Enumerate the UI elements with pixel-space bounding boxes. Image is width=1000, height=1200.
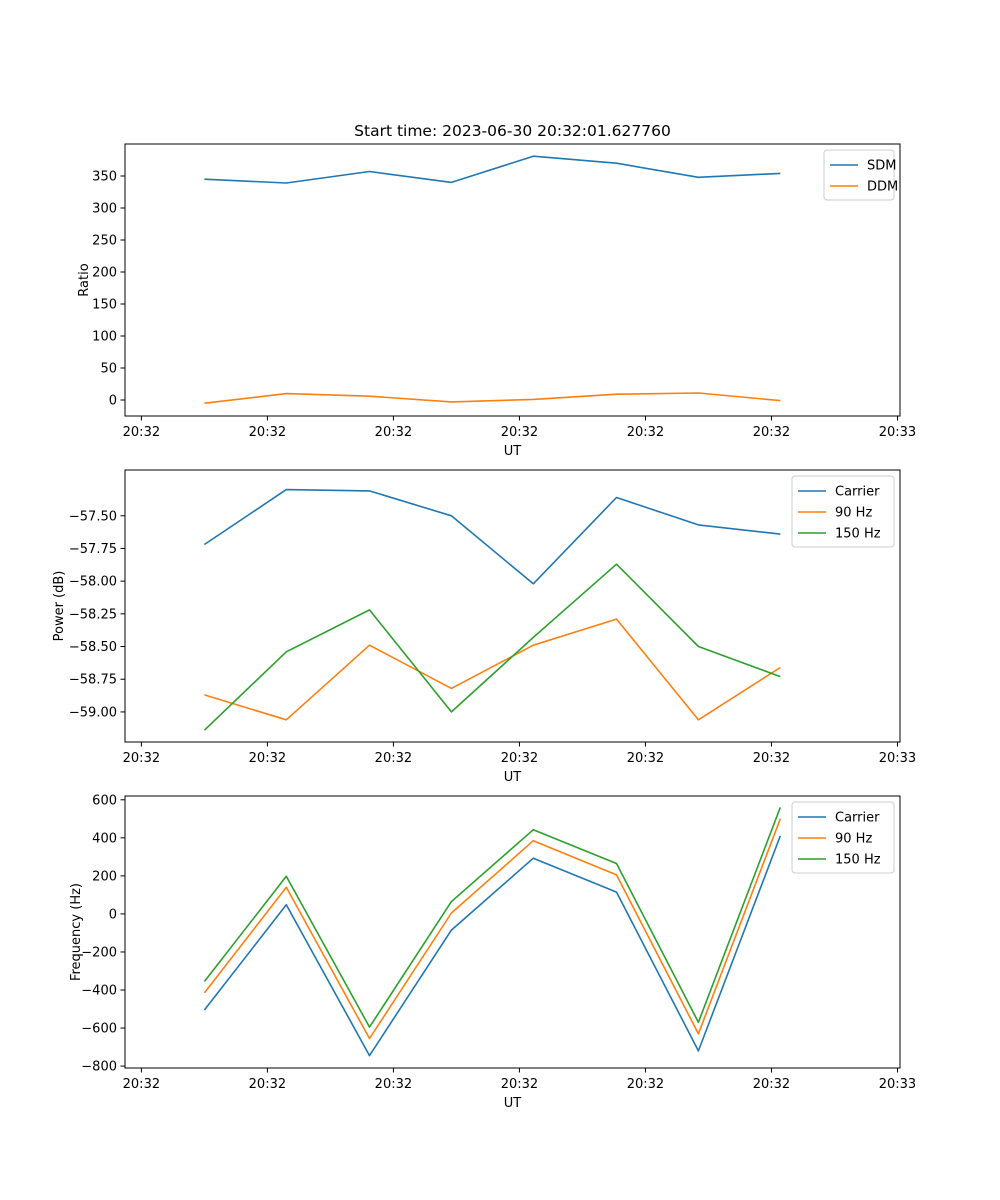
legend-item-label: DDM (867, 180, 898, 195)
y-tick-label: 200 (92, 869, 117, 884)
legend (791, 801, 895, 874)
x-tick-label: 20:32 (753, 425, 790, 440)
x-tick-label: 20:33 (879, 751, 916, 766)
series-line-2-3 (203, 563, 781, 731)
x-tick-label: 20:32 (627, 751, 664, 766)
legend-item-label: SDM (867, 159, 896, 174)
x-tick-label: 20:32 (501, 1077, 538, 1092)
plot-panel-3: 20:32 20:32 20:32 20:32 20:32 20:32 20:33 −800 −… (69, 793, 916, 1111)
x-tick-label: 20:32 (627, 1077, 664, 1092)
y-tick-label: 50 (100, 362, 117, 377)
legend-item-label: 90 Hz (835, 506, 872, 521)
chart-title: Start time: 2023-06-30 20:32:01.627760 (354, 122, 671, 140)
plot-panel-1: 20:32 20:32 20:32 20:32 20:32 20:32 20:33 0 50 10… (77, 143, 916, 459)
y-tick-label: −59.00 (69, 705, 117, 720)
y-tick-label: −58.25 (69, 607, 117, 622)
series-line-2-2 (204, 618, 781, 721)
x-tick-label: 20:32 (249, 1077, 286, 1092)
y-tick-label: 400 (92, 831, 117, 846)
x-tick-label: 20:33 (879, 425, 916, 440)
legend-item-label: 90 Hz (835, 832, 872, 847)
legend (791, 475, 895, 548)
y-tick-label: 100 (92, 330, 117, 345)
y-tick-label: −400 (81, 984, 117, 999)
legend-item-label: 150 Hz (835, 853, 881, 868)
y-axis-label: Power (dB) (52, 571, 67, 642)
y-tick-label: 350 (92, 170, 117, 185)
y-tick-label: −58.50 (69, 640, 117, 655)
series-line-1-1 (204, 155, 781, 184)
legend (823, 149, 895, 201)
plot-frame (124, 795, 901, 1069)
y-tick-label: 0 (109, 394, 117, 409)
legend-item-label: Carrier (835, 485, 880, 500)
series-line-1-2 (204, 392, 781, 404)
series-line-3-3 (203, 807, 782, 1028)
x-tick-label: 20:32 (753, 751, 790, 766)
y-tick-label: 300 (92, 202, 117, 217)
y-tick-label: −57.75 (69, 542, 117, 557)
x-axis-label: UT (504, 770, 522, 785)
y-tick-label: −600 (81, 1022, 117, 1037)
x-tick-label: 20:32 (501, 751, 538, 766)
x-tick-label: 20:32 (123, 751, 160, 766)
x-axis-label: UT (504, 1096, 522, 1111)
plot-frame (124, 469, 901, 743)
x-tick-label: 20:32 (375, 1077, 412, 1092)
x-tick-label: 20:32 (123, 425, 160, 440)
series-line-2-1 (203, 488, 781, 585)
y-tick-label: 150 (92, 298, 117, 313)
y-tick-label: −58.75 (69, 673, 117, 688)
y-axis-label: Ratio (77, 263, 92, 296)
y-axis-label: Frequency (Hz) (69, 883, 84, 981)
x-tick-label: 20:32 (249, 751, 286, 766)
y-tick-label: 600 (92, 793, 117, 808)
plot-frame (124, 143, 901, 417)
x-tick-label: 20:32 (123, 1077, 160, 1092)
y-tick-label: 0 (109, 907, 117, 922)
x-tick-label: 20:32 (501, 425, 538, 440)
plot-panel-2: 20:32 20:32 20:32 20:32 20:32 20:32 20:33 −59.0… (52, 469, 916, 785)
y-tick-label: 200 (92, 266, 117, 281)
x-tick-label: 20:32 (627, 425, 664, 440)
y-tick-label: 250 (92, 234, 117, 249)
x-tick-label: 20:32 (375, 425, 412, 440)
legend-item-label: 150 Hz (835, 527, 881, 542)
y-tick-label: −800 (81, 1060, 117, 1075)
x-tick-label: 20:33 (879, 1077, 916, 1092)
y-tick-label: −200 (81, 945, 117, 960)
x-tick-label: 20:32 (249, 425, 286, 440)
y-tick-label: −57.50 (69, 509, 117, 524)
y-tick-label: −58.00 (69, 575, 117, 590)
series-line-3-2 (203, 818, 782, 1040)
legend-item-label: Carrier (835, 811, 880, 826)
x-axis-label: UT (504, 444, 522, 459)
series-line-3-1 (203, 835, 782, 1057)
x-tick-label: 20:32 (375, 751, 412, 766)
x-tick-label: 20:32 (753, 1077, 790, 1092)
